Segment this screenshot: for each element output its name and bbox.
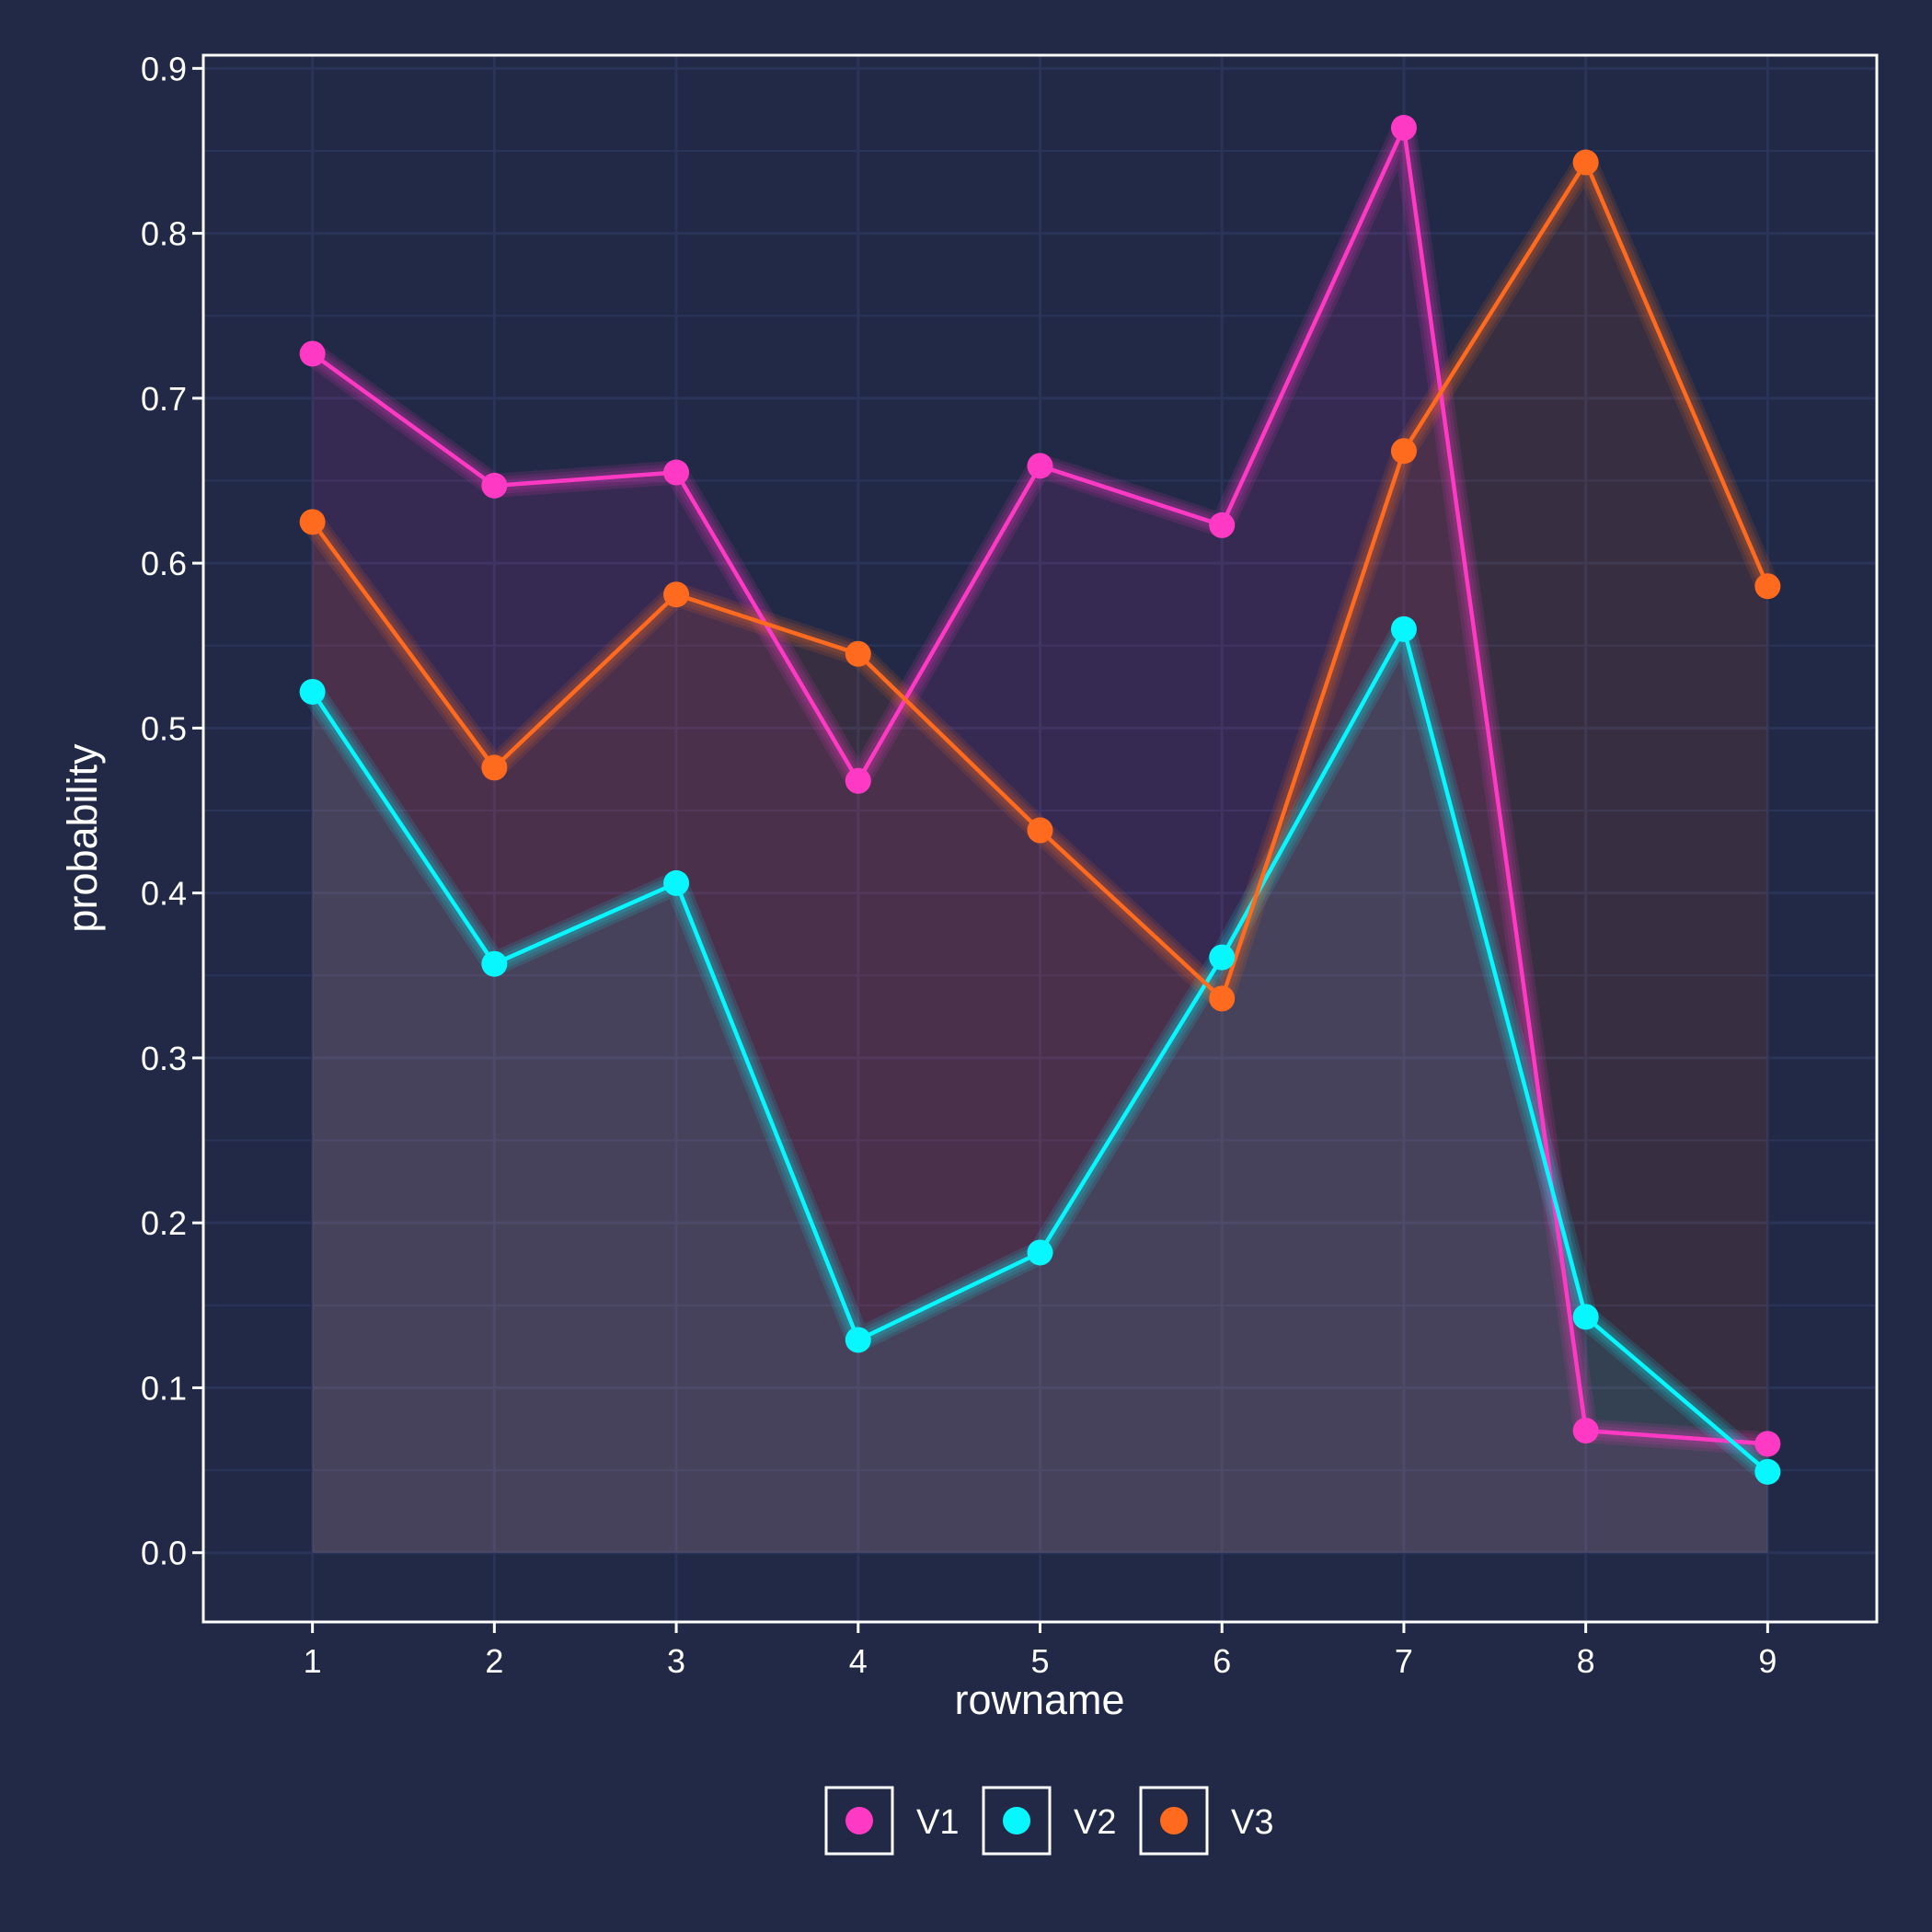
data-point-v2-1 xyxy=(299,678,326,705)
legend-label: V3 xyxy=(1231,1803,1273,1842)
y-axis: 0.0 0.1 0.2 0.3 0.4 0.5 0.6 0.7 0.8 0.9 xyxy=(141,50,203,1572)
data-point-v2-6 xyxy=(1209,944,1236,971)
legend-key-box xyxy=(982,1786,1052,1856)
x-tick-label: 7 xyxy=(1395,1642,1413,1680)
data-point-v1-9 xyxy=(1754,1431,1781,1457)
data-point-v3-7 xyxy=(1390,438,1417,465)
series-area-v2 xyxy=(312,628,1768,1553)
data-point-v2-7 xyxy=(1390,615,1417,642)
y-tick-label: 0.3 xyxy=(141,1040,187,1077)
y-tick-label: 0.9 xyxy=(141,50,187,87)
y-tick-label: 0.6 xyxy=(141,545,187,582)
legend-label: V1 xyxy=(916,1803,959,1842)
x-tick-label: 1 xyxy=(304,1642,322,1680)
legend-item-v2: V2 xyxy=(982,1786,1116,1856)
y-tick-label: 0.2 xyxy=(141,1204,187,1242)
y-tick-label: 0.4 xyxy=(141,875,187,913)
series-area-v3 xyxy=(312,162,1768,1553)
legend-item-v3: V3 xyxy=(1139,1786,1273,1856)
data-point-v3-3 xyxy=(663,581,690,608)
x-axis: 1 2 3 4 5 6 7 8 9 xyxy=(304,1622,1777,1680)
legend-key-marker xyxy=(1003,1807,1030,1834)
y-axis-title: probability xyxy=(59,743,106,933)
data-point-v2-4 xyxy=(845,1327,871,1353)
legend: V1 V2 V3 xyxy=(824,1786,1273,1856)
data-point-v1-1 xyxy=(299,340,326,367)
x-tick-label: 6 xyxy=(1213,1642,1231,1680)
data-point-v1-2 xyxy=(481,472,508,499)
legend-key-marker xyxy=(1160,1807,1188,1834)
y-tick-label: 0.1 xyxy=(141,1369,187,1407)
x-tick-label: 4 xyxy=(849,1642,868,1680)
data-point-v3-6 xyxy=(1209,985,1236,1012)
y-tick-label: 0.0 xyxy=(141,1535,187,1572)
data-point-v1-6 xyxy=(1209,512,1236,538)
x-tick-label: 2 xyxy=(485,1642,503,1680)
grid xyxy=(203,55,1877,1622)
y-tick-label: 0.5 xyxy=(141,709,187,747)
legend-key-marker xyxy=(845,1807,873,1834)
data-point-v1-8 xyxy=(1572,1418,1599,1444)
x-tick-label: 5 xyxy=(1030,1642,1049,1680)
legend-key-box xyxy=(1139,1786,1209,1856)
data-point-v2-2 xyxy=(481,950,508,977)
legend-item-v1: V1 xyxy=(824,1786,959,1856)
data-point-v1-4 xyxy=(845,767,871,794)
x-tick-label: 3 xyxy=(667,1642,685,1680)
data-point-v3-4 xyxy=(845,640,871,667)
x-axis-title: rowname xyxy=(954,1676,1124,1723)
legend-key-box xyxy=(824,1786,894,1856)
data-point-v1-7 xyxy=(1390,114,1417,141)
data-point-v2-5 xyxy=(1027,1239,1053,1266)
legend-label: V2 xyxy=(1074,1803,1116,1842)
data-point-v3-1 xyxy=(299,509,326,535)
data-point-v3-5 xyxy=(1027,817,1053,844)
data-point-v3-8 xyxy=(1572,149,1599,176)
data-point-v3-2 xyxy=(481,754,508,781)
data-point-v2-9 xyxy=(1754,1458,1781,1485)
data-point-v1-3 xyxy=(663,459,690,486)
data-point-v2-3 xyxy=(663,869,690,896)
data-point-v2-8 xyxy=(1572,1304,1599,1330)
data-point-v3-9 xyxy=(1754,573,1781,600)
series-points xyxy=(299,114,1781,1485)
y-tick-label: 0.7 xyxy=(141,380,187,418)
data-point-v1-5 xyxy=(1027,453,1053,479)
x-tick-label: 9 xyxy=(1758,1642,1777,1680)
y-tick-label: 0.8 xyxy=(141,215,187,253)
x-tick-label: 8 xyxy=(1577,1642,1595,1680)
